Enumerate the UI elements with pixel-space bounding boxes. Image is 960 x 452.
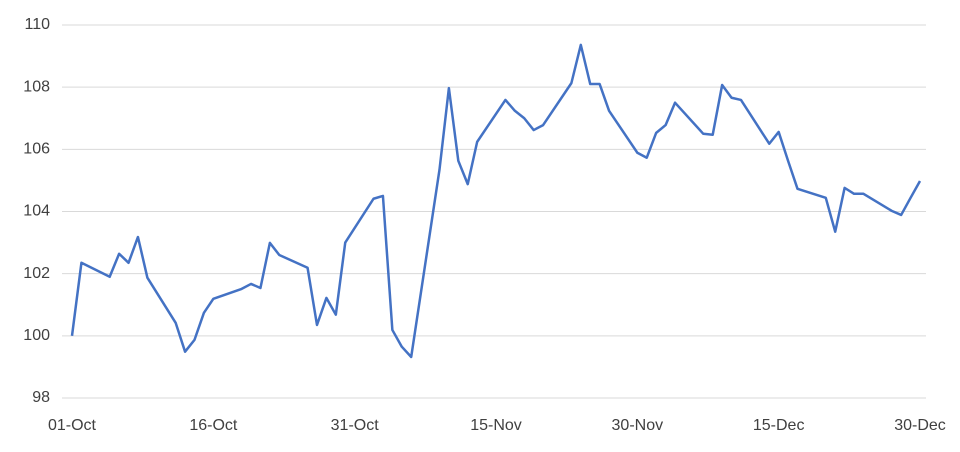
x-tick-label: 30-Dec — [894, 417, 946, 434]
x-tick-label: 15-Dec — [753, 417, 805, 434]
x-tick-label: 15-Nov — [470, 417, 522, 434]
x-tick-label: 31-Oct — [331, 417, 380, 434]
x-tick-label: 30-Nov — [612, 417, 664, 434]
x-tick-label: 01-Oct — [48, 417, 97, 434]
y-tick-label: 106 — [23, 141, 50, 158]
y-tick-label: 108 — [23, 78, 50, 95]
y-tick-label: 110 — [24, 16, 50, 33]
y-tick-label: 104 — [23, 203, 50, 220]
y-tick-label: 102 — [23, 265, 50, 282]
x-tick-label: 16-Oct — [189, 417, 238, 434]
y-tick-label: 98 — [32, 389, 50, 406]
data-line — [70, 43, 922, 359]
y-tick-label: 100 — [23, 327, 50, 344]
